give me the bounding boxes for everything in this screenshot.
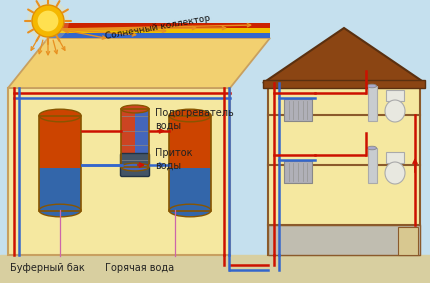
Bar [284, 99, 312, 121]
Text: Приток
воды: Приток воды [155, 148, 193, 170]
Bar [121, 109, 149, 167]
Bar [368, 86, 377, 121]
Text: Горячая вода: Горячая вода [105, 263, 174, 273]
Bar [169, 115, 211, 168]
Text: Буферный бак: Буферный бак [10, 263, 85, 273]
Bar [169, 168, 211, 211]
Bar [263, 80, 425, 88]
Ellipse shape [368, 84, 377, 88]
Circle shape [37, 10, 58, 31]
Polygon shape [8, 38, 270, 88]
Ellipse shape [169, 109, 211, 122]
Text: Солнечный коллектор: Солнечный коллектор [105, 14, 211, 41]
Polygon shape [263, 28, 425, 83]
Bar [398, 227, 418, 255]
Ellipse shape [39, 204, 81, 217]
Bar [135, 109, 149, 167]
Bar [268, 83, 420, 255]
Ellipse shape [169, 204, 211, 217]
Bar [169, 115, 211, 211]
Bar [284, 161, 312, 183]
Ellipse shape [385, 162, 405, 184]
Ellipse shape [368, 146, 377, 150]
Polygon shape [48, 33, 270, 38]
Ellipse shape [121, 163, 149, 171]
Bar [39, 168, 81, 211]
Bar [39, 115, 81, 211]
Bar [386, 152, 404, 163]
Bar [368, 148, 377, 183]
Ellipse shape [39, 109, 81, 122]
Bar [121, 109, 135, 167]
Bar [386, 90, 404, 101]
Circle shape [27, 0, 69, 42]
Bar [39, 115, 81, 168]
Polygon shape [48, 28, 270, 33]
Circle shape [32, 5, 64, 37]
Bar [268, 225, 420, 255]
Text: Подогреватель
воды: Подогреватель воды [155, 108, 234, 130]
Ellipse shape [121, 105, 149, 113]
Bar [0, 255, 430, 283]
FancyBboxPatch shape [120, 153, 150, 177]
Ellipse shape [385, 100, 405, 122]
Polygon shape [48, 23, 270, 28]
Bar [8, 88, 230, 255]
